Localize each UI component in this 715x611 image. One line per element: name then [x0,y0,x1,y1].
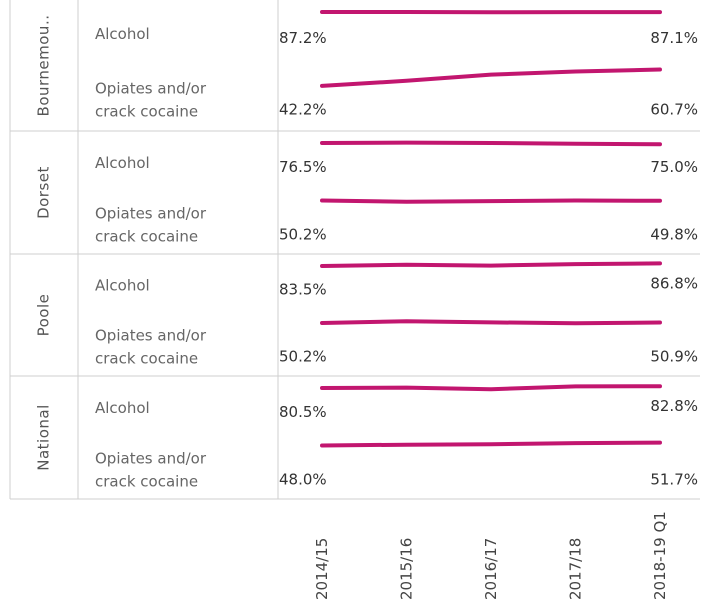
last-value-label: 75.0% [650,158,698,176]
series-line [320,140,662,147]
dividers [9,0,700,500]
series-line [320,440,662,448]
series-lines [320,10,662,448]
x-tick-label: 2016/17 [482,538,500,600]
first-value-label: 76.5% [279,158,327,176]
last-value-label: 50.9% [650,348,698,366]
first-value-label: 48.0% [279,470,327,488]
first-value-label: 80.5% [279,403,327,421]
group-label: Bournemou.. [35,15,53,117]
series-line [320,67,662,88]
last-value-label: 86.8% [650,275,698,293]
first-value-label: 42.2% [279,100,327,118]
group-labels: Bournemou.. Dorset Poole National [35,15,53,471]
series-line [320,384,662,392]
value-labels: 87.2% 87.1% 42.2% 60.7% 76.5% 75.0% 50.2% 49.8%… [279,29,698,489]
row-label: Alcohol [95,25,150,43]
row-label: Opiates and/or crack cocaine [95,449,207,490]
x-axis-ticks: 2014/15 2015/16 2016/17 2017/18 2018-19 Q1 [313,511,669,600]
first-value-label: 50.2% [279,348,327,366]
row-label: Alcohol [95,154,150,172]
group-label: National [35,404,53,471]
last-value-label: 60.7% [650,100,698,118]
first-value-label: 83.5% [279,281,327,299]
row-label: Alcohol [95,399,150,417]
row-label: Opiates and/or crack cocaine [95,79,207,120]
row-label: Alcohol [95,277,150,295]
last-value-label: 51.7% [650,470,698,488]
first-value-label: 50.2% [279,225,327,243]
x-tick-label: 2015/16 [398,538,416,600]
row-labels: Alcohol Opiates and/or crack cocaine Alcoho… [95,25,207,491]
x-tick-label: 2017/18 [567,538,585,600]
last-value-label: 82.8% [650,397,698,415]
row-label: Opiates and/or crack cocaine [95,327,207,368]
group-label: Dorset [35,166,53,219]
last-value-label: 49.8% [650,225,698,243]
x-tick-label: 2014/15 [313,538,331,600]
first-value-label: 87.2% [279,29,327,47]
row-label: Opiates and/or crack cocaine [95,204,207,245]
series-line [320,319,662,326]
x-tick-label: 2018-19 Q1 [651,511,669,600]
group-label: Poole [35,294,53,337]
last-value-label: 87.1% [650,29,698,47]
